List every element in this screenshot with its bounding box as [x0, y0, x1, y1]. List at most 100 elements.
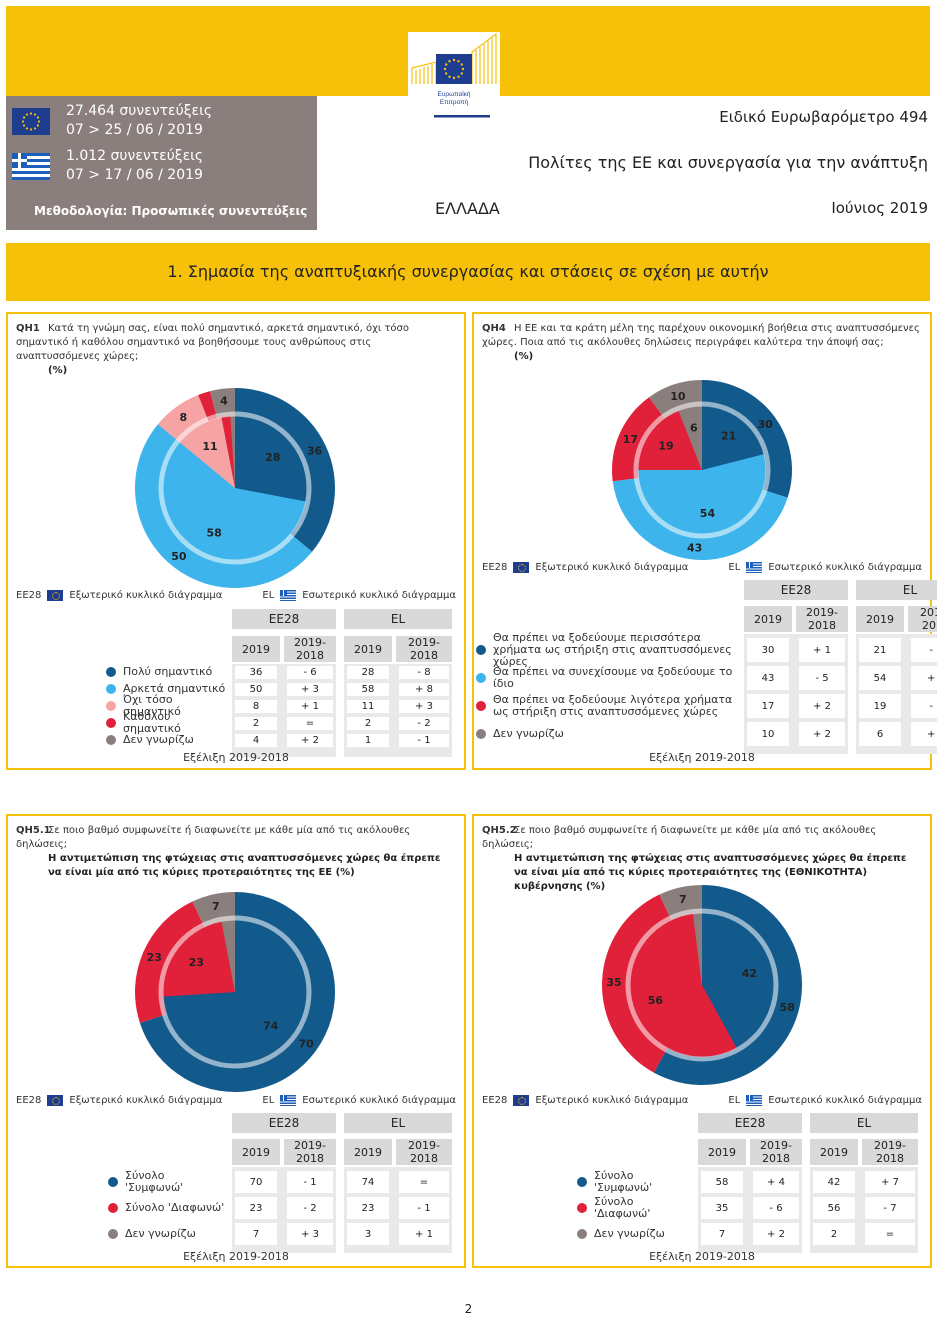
column-header-change: 2019- 2018	[284, 1139, 336, 1165]
legend-row: Θα πρέπει να ξοδεύουμε λιγότερα χρήματα …	[476, 693, 738, 718]
eu-flag-icon	[12, 107, 50, 135]
column-header-year: 2019	[232, 1139, 280, 1165]
question-code: QH5.2	[482, 825, 517, 836]
legend-label: Σύνολο 'Συμφωνώ'	[125, 1168, 184, 1194]
outer-data-label: 7	[679, 893, 687, 906]
double-pie-chart: 70 23 7 74 23	[135, 892, 335, 1092]
eu-flag-icon	[47, 590, 64, 601]
legend-dot-icon	[577, 1176, 587, 1187]
eu-flag-icon	[513, 562, 530, 573]
legend-row: Θα πρέπει να ξοδεύουμε περισσότερα χρήμα…	[476, 631, 738, 667]
inner-slice-0	[235, 416, 307, 502]
question-block: QH4 Η ΕΕ και τα κράτη μέλη της παρέχουν ο…	[482, 322, 922, 364]
inner-data-label: 56	[648, 994, 664, 1007]
legend-dot-icon	[106, 718, 116, 728]
eu-interviews: 27.464 συνεντεύξεις	[66, 103, 213, 119]
table-cell-eu: 7	[235, 1223, 277, 1245]
eu-flag-icon	[47, 1095, 64, 1106]
legend-row: Όχι τόσο σημαντικό	[106, 694, 226, 718]
el-dates: 07 > 17 / 06 / 2019	[66, 167, 203, 183]
outer-data-label: 35	[606, 976, 621, 989]
legend-label: Καθόλου σημαντικό	[123, 710, 181, 735]
legend-row: Δεν γνωρίζω	[476, 721, 738, 746]
inner-slice-0	[702, 406, 764, 470]
inner-data-label: 54	[700, 507, 716, 520]
table-cell-el: 3	[347, 1223, 389, 1245]
table-cell-el: 58	[347, 683, 389, 696]
outer-data-label: 70	[299, 1038, 315, 1051]
inner-slice-0	[163, 920, 307, 1064]
column-header-year: 2019	[232, 636, 280, 662]
column-header-year: 2019	[698, 1139, 746, 1165]
outer-data-label: 8	[179, 411, 187, 424]
legend-label: Δεν γνωρίζω	[123, 733, 194, 746]
column-header-change: 2019- 2018	[908, 606, 937, 632]
table-cell-eu-change: =	[287, 717, 333, 730]
legend-dot-icon	[106, 735, 116, 745]
table-cell-eu: 70	[235, 1171, 277, 1193]
column-header-year: 2019	[810, 1139, 858, 1165]
legend-row: Θα πρέπει να συνεχίσουμε να ξοδεύουμε το…	[476, 665, 738, 690]
table-group-header: EE28	[232, 1113, 336, 1133]
question-text: Κατά τη γνώμη σας, είναι πολύ σημαντικό,…	[16, 323, 410, 362]
table-cell-el-change: + 3	[399, 700, 449, 713]
table-cell-el: 21	[859, 638, 901, 662]
table-cell-el-change: - 1	[399, 734, 449, 747]
inner-pie-label: Εσωτερικό κυκλικό διάγραμμα	[768, 562, 922, 573]
column-header-change: 2019- 2018	[750, 1139, 802, 1165]
legend-row: Σύνολο 'Διαφωνώ'	[108, 1196, 226, 1219]
legend-label: Δεν γνωρίζω	[594, 1226, 665, 1240]
column-header-year: 2019	[344, 1139, 392, 1165]
column-header-change: 2019- 2018	[796, 606, 848, 632]
table-cell-el-change: - 2	[399, 717, 449, 730]
eu-code: EE28	[16, 590, 42, 601]
european-commission-logo: Ευρωπαϊκή Επιτροπή	[408, 32, 500, 122]
pie-separator-ring	[633, 401, 771, 539]
el-code: EL	[728, 1095, 741, 1106]
eu-dates: 07 > 25 / 06 / 2019	[66, 122, 203, 138]
table-cell-el-change: + 5	[911, 666, 937, 690]
double-pie-chart: 36 50 8 4 28 58 11	[135, 388, 335, 588]
legend-row: Καθόλου σημαντικό	[106, 711, 226, 735]
question-subtext: Η αντιμετώπιση της φτώχειας στις αναπτυσ…	[514, 853, 907, 892]
legend-label: Αρκετά σημαντικό	[123, 682, 226, 695]
table-cell-eu: 30	[747, 638, 789, 662]
inner-data-label: 28	[265, 451, 280, 464]
legend-dot-icon	[577, 1202, 587, 1213]
table-cell-el: 2	[813, 1223, 855, 1245]
table-cell-eu-change: + 2	[799, 722, 845, 746]
column-header-year: 2019	[856, 606, 904, 632]
table-cell-el: 56	[813, 1197, 855, 1219]
table-cell-el: 28	[347, 666, 389, 679]
greek-flag-icon	[746, 1095, 763, 1106]
pie-separator-ring	[625, 908, 779, 1062]
outer-data-label: 50	[171, 550, 187, 563]
table-cell-eu: 36	[235, 666, 277, 679]
table-cell-el: 23	[347, 1197, 389, 1219]
berlaymont-logo-icon: Ευρωπαϊκή Επιτροπή	[411, 32, 497, 118]
outer-data-label: 10	[670, 390, 686, 403]
pie-legend: EE28 Εξωτερικό κυκλικό διάγραμμα EL Εσωτ…	[482, 562, 922, 573]
inner-slice-2	[179, 417, 235, 488]
table-cell-eu-change: - 2	[287, 1197, 333, 1219]
inner-data-label: 21	[721, 430, 736, 443]
legend-label: Σύνολο 'Διαφωνώ'	[125, 1200, 225, 1214]
legend-dot-icon	[108, 1176, 118, 1187]
pie-legend: EE28 Εξωτερικό κυκλικό διάγραμμα EL Εσωτ…	[482, 1095, 922, 1106]
table-cell-el: 19	[859, 694, 901, 718]
question-code: QH1	[16, 323, 40, 334]
report-date: Ιούνιος 2019	[831, 199, 928, 217]
el-code: EL	[728, 562, 741, 573]
table-cell-eu: 50	[235, 683, 277, 696]
legend-dot-icon	[577, 1228, 587, 1239]
legend-label: Πολύ σημαντικό	[123, 665, 213, 678]
table-cell-el-change: =	[399, 1171, 449, 1193]
country-name: ΕΛΛΑΔΑ	[435, 199, 500, 218]
table-cell-eu-change: + 3	[287, 1223, 333, 1245]
question-code: QH5.1	[16, 825, 51, 836]
legend-dot-icon	[476, 700, 486, 711]
report-subject: Πολίτες της ΕΕ και συνεργασία για την αν…	[528, 153, 928, 172]
eu-code: EE28	[16, 1095, 42, 1106]
outer-data-label: 43	[687, 542, 702, 555]
legend-dot-icon	[476, 672, 486, 683]
